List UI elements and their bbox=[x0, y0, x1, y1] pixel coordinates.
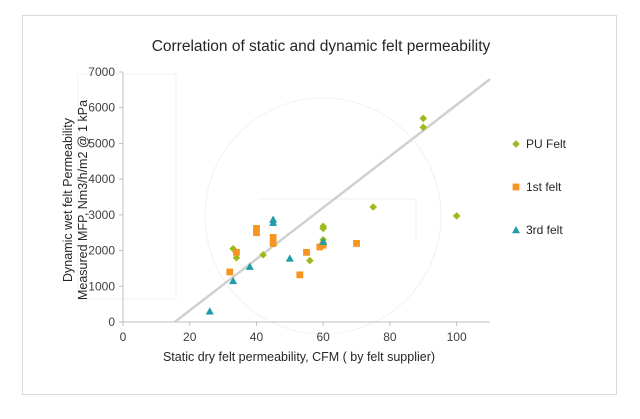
pu-felt-point bbox=[259, 251, 267, 259]
1st-felt-point bbox=[269, 233, 277, 241]
x-tick-label: 80 bbox=[383, 330, 397, 344]
x-tick-label: 0 bbox=[120, 330, 127, 344]
1st-felt-point bbox=[303, 248, 310, 256]
legend-3rd-felt-marker bbox=[512, 226, 520, 234]
x-axis-ticks: 0 20 40 60 80 100 bbox=[120, 322, 467, 344]
y-axis-title-line-2: Measured MFP, Nm3/h/m2 @ 1 kPa bbox=[76, 100, 90, 300]
1st-felt-point bbox=[269, 240, 277, 247]
1st-felt-point bbox=[319, 241, 327, 249]
background-circle-shape bbox=[204, 97, 442, 335]
3rd-felt-point bbox=[229, 276, 238, 285]
pu-felt-point bbox=[452, 212, 461, 220]
legend-pu-felt-marker bbox=[512, 140, 520, 148]
1st-felt-point bbox=[353, 240, 360, 247]
x-tick-label: 20 bbox=[183, 330, 197, 344]
chart-title: Correlation of static and dynamic felt p… bbox=[152, 38, 491, 55]
3rd-felt-point bbox=[319, 237, 328, 245]
legend-1st-felt-marker bbox=[512, 183, 520, 191]
pu-felt-point bbox=[419, 123, 428, 132]
y-tick-label: 1000 bbox=[88, 279, 115, 293]
y-tick-label: 6000 bbox=[88, 101, 115, 115]
3rd-felt-point bbox=[245, 262, 254, 270]
1st-felt-point bbox=[296, 271, 304, 279]
y-tick-label: 4000 bbox=[88, 172, 115, 186]
x-tick-label: 100 bbox=[447, 330, 467, 344]
legend-3rd-felt-label: 3rd felt bbox=[526, 223, 563, 237]
1st-felt-point bbox=[226, 268, 234, 276]
y-tick-label: 5000 bbox=[88, 136, 115, 150]
1st-felt-point bbox=[253, 229, 260, 237]
y-axis-ticks: 0 1000 2000 3000 4000 5000 6000 7000 bbox=[88, 65, 123, 329]
background-rect-shape bbox=[77, 73, 177, 300]
chart-frame: Correlation of static and dynamic felt p… bbox=[22, 15, 617, 395]
y-axis-title: Dynamic wet felt Permeability Measured M… bbox=[61, 100, 90, 300]
pu-felt-point bbox=[419, 114, 428, 123]
legend-pu-felt-label: PU Felt bbox=[526, 137, 567, 151]
legend: PU Felt 1st felt 3rd felt bbox=[512, 137, 567, 237]
pu-felt-point bbox=[319, 222, 327, 231]
y-tick-label: 3000 bbox=[88, 208, 115, 222]
pu-felt-point bbox=[306, 256, 314, 265]
x-axis-title: Static dry felt permeability, CFM ( by f… bbox=[163, 350, 435, 364]
data-markers bbox=[205, 114, 461, 315]
x-tick-label: 40 bbox=[250, 330, 264, 344]
pu-felt-point bbox=[369, 203, 378, 211]
legend-1st-felt-label: 1st felt bbox=[526, 180, 562, 194]
3rd-felt-point bbox=[205, 307, 214, 315]
1st-felt-point bbox=[233, 248, 240, 256]
3rd-felt-point bbox=[269, 215, 278, 223]
background-decoration bbox=[77, 73, 442, 335]
pu-felt-point bbox=[232, 253, 241, 262]
background-bracket-shape bbox=[258, 198, 417, 241]
y-tick-label: 2000 bbox=[88, 244, 115, 258]
3rd-felt-point bbox=[285, 254, 294, 262]
chart-svg: Correlation of static and dynamic felt p… bbox=[61, 38, 567, 364]
trendline bbox=[173, 78, 491, 323]
x-tick-label: 60 bbox=[317, 330, 331, 344]
plot-area: 0 1000 2000 3000 4000 5000 6000 7000 0 20 40 60 80 1… bbox=[88, 65, 491, 344]
y-axis-title-line-1: Dynamic wet felt Permeability bbox=[61, 117, 75, 282]
1st-felt-point bbox=[253, 225, 260, 232]
y-tick-label: 7000 bbox=[88, 65, 115, 79]
y-tick-label: 0 bbox=[108, 315, 115, 329]
